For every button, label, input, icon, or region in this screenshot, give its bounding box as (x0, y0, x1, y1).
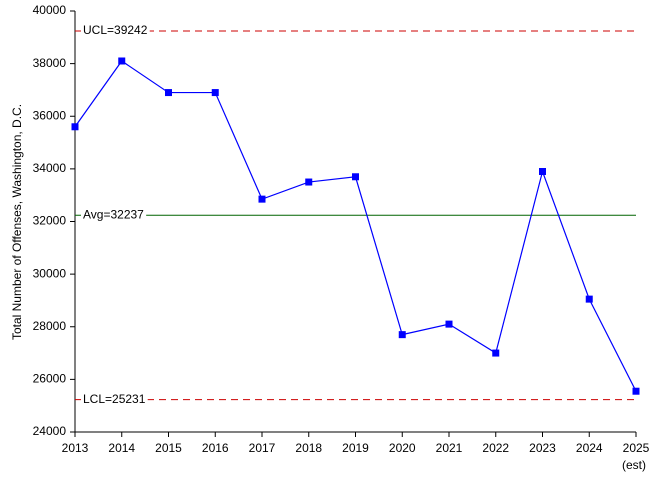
point (211, 89, 219, 97)
y-axis-label: Total Number of Offenses, Washington, D.… (10, 104, 24, 340)
y-tick-label: 24000 (33, 424, 67, 438)
point (258, 195, 266, 203)
y-tick-label: 30000 (33, 266, 67, 280)
y-tick-label: 34000 (33, 161, 67, 175)
y-tick-label: 26000 (33, 372, 67, 386)
control-line-label: Avg=32237 (83, 207, 144, 221)
point (305, 178, 313, 186)
y-tick-label: 40000 (33, 3, 67, 17)
y-tick-label: 28000 (33, 319, 67, 333)
point (352, 173, 359, 181)
y-tick-label: 38000 (33, 56, 67, 70)
point (71, 123, 79, 131)
x-tick-label: 2017 (249, 441, 276, 455)
point (585, 295, 593, 303)
point (539, 168, 546, 176)
control-line-label: LCL=25231 (83, 392, 146, 406)
point (118, 57, 126, 65)
x-tick-label: 2025 (623, 441, 650, 455)
point (398, 331, 406, 339)
x-tick-label: 2014 (108, 441, 135, 455)
point (492, 349, 500, 357)
x-tick-label: 2018 (295, 441, 322, 455)
x-tick-label: 2022 (482, 441, 509, 455)
control-line-label: UCL=39242 (83, 23, 148, 37)
x-tick-label: 2021 (436, 441, 463, 455)
y-tick-label: 32000 (33, 214, 67, 228)
x-tick-label: 2020 (389, 441, 416, 455)
x-tick-label: 2024 (576, 441, 603, 455)
y-tick-label: 36000 (33, 108, 67, 122)
label-background (81, 23, 150, 38)
x-tick-label: 2019 (342, 441, 369, 455)
point (165, 89, 172, 97)
x-tick-label: 2023 (529, 441, 556, 455)
annotation: (est) (622, 458, 646, 472)
x-tick-label: 2013 (62, 441, 89, 455)
point (632, 387, 640, 395)
x-tick-label: 2015 (155, 441, 182, 455)
point (445, 320, 453, 328)
x-tick-label: 2016 (202, 441, 229, 455)
label-background (81, 207, 147, 222)
series-line (74, 60, 637, 392)
label-background (81, 391, 148, 406)
